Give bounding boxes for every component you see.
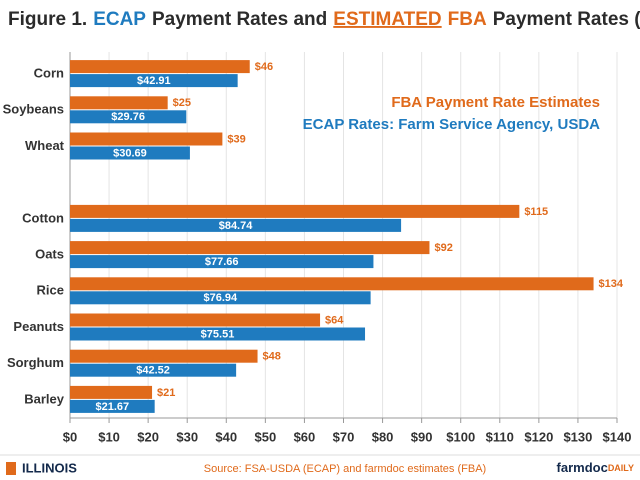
value-label: $46 <box>255 61 273 73</box>
y-tick-label: Sorghum <box>7 355 64 370</box>
illinois-mark <box>6 462 16 475</box>
bar <box>70 204 520 218</box>
source: Source: FSA-USDA (ECAP) and farmdoc esti… <box>204 463 486 475</box>
bar <box>70 277 594 291</box>
bar <box>70 399 155 413</box>
value-label: $29.76 <box>111 111 145 123</box>
bar <box>70 110 187 124</box>
value-label: $134 <box>599 278 624 290</box>
x-tick-label: $100 <box>446 429 475 444</box>
x-tick-label: $110 <box>486 429 514 444</box>
bar <box>70 146 190 160</box>
x-tick-label: $120 <box>524 429 553 444</box>
bar <box>70 241 430 255</box>
y-tick-label: Barley <box>24 391 65 406</box>
y-tick-label: Soybeans <box>3 102 64 117</box>
title-part: Payment Rates ($/acre) <box>493 9 640 30</box>
title-part: ESTIMATED <box>333 9 441 30</box>
value-label: $42.91 <box>137 75 171 87</box>
value-label: $25 <box>173 97 191 109</box>
bar <box>70 218 402 232</box>
value-label: $39 <box>227 133 245 145</box>
value-label: $21.67 <box>96 401 130 413</box>
x-tick-label: $90 <box>411 429 433 444</box>
logo-right: farmdocDAILY <box>557 460 634 475</box>
value-label: $64 <box>325 314 344 326</box>
x-tick-label: $10 <box>98 429 120 444</box>
y-tick-label: Peanuts <box>13 319 64 334</box>
x-tick-label: $40 <box>215 429 237 444</box>
value-label: $115 <box>524 206 548 218</box>
title-part: FBA <box>448 9 487 30</box>
x-tick-label: $20 <box>137 429 159 444</box>
logo-left: ILLINOIS <box>22 460 77 475</box>
value-label: $84.74 <box>219 220 254 232</box>
bar <box>70 74 238 88</box>
title-part: ECAP <box>93 9 146 30</box>
title-part: Figure 1. <box>8 9 87 30</box>
x-tick-label: $140 <box>603 429 632 444</box>
x-tick-label: $50 <box>255 429 277 444</box>
value-label: $30.69 <box>113 147 147 159</box>
value-label: $48 <box>263 351 281 363</box>
value-label: $76.94 <box>203 292 238 304</box>
x-tick-label: $70 <box>333 429 355 444</box>
bar <box>70 313 321 327</box>
legend-entry: ECAP Rates: Farm Service Agency, USDA <box>303 116 601 133</box>
y-tick-label: Wheat <box>25 138 65 153</box>
bar <box>70 363 237 377</box>
y-tick-label: Rice <box>37 283 64 298</box>
bar <box>70 255 374 269</box>
x-tick-label: $30 <box>176 429 198 444</box>
x-tick-label: $80 <box>372 429 394 444</box>
bar <box>70 349 258 363</box>
title-part: Payment Rates and <box>152 9 327 30</box>
chart-title: Figure 1. ECAP Payment Rates and ESTIMATED F… <box>8 9 640 30</box>
logo-right-sub: DAILY <box>608 463 634 473</box>
x-tick-label: $60 <box>294 429 316 444</box>
y-tick-label: Oats <box>35 247 64 262</box>
bar <box>70 132 223 146</box>
value-label: $42.52 <box>136 365 170 377</box>
logo-right-main: farmdoc <box>557 460 608 475</box>
legend-entry: FBA Payment Rate Estimates <box>391 94 600 111</box>
value-label: $92 <box>434 242 452 254</box>
value-label: $21 <box>157 387 175 399</box>
y-tick-label: Cotton <box>22 210 64 225</box>
x-tick-label: $0 <box>63 429 77 444</box>
bar <box>70 60 250 74</box>
value-label: $77.66 <box>205 256 239 268</box>
y-tick-label: Corn <box>34 66 64 81</box>
bar <box>70 327 366 341</box>
x-tick-label: $130 <box>563 429 592 444</box>
bar <box>70 385 153 399</box>
bar <box>70 96 168 110</box>
value-label: $75.51 <box>201 328 235 340</box>
bar <box>70 291 371 305</box>
